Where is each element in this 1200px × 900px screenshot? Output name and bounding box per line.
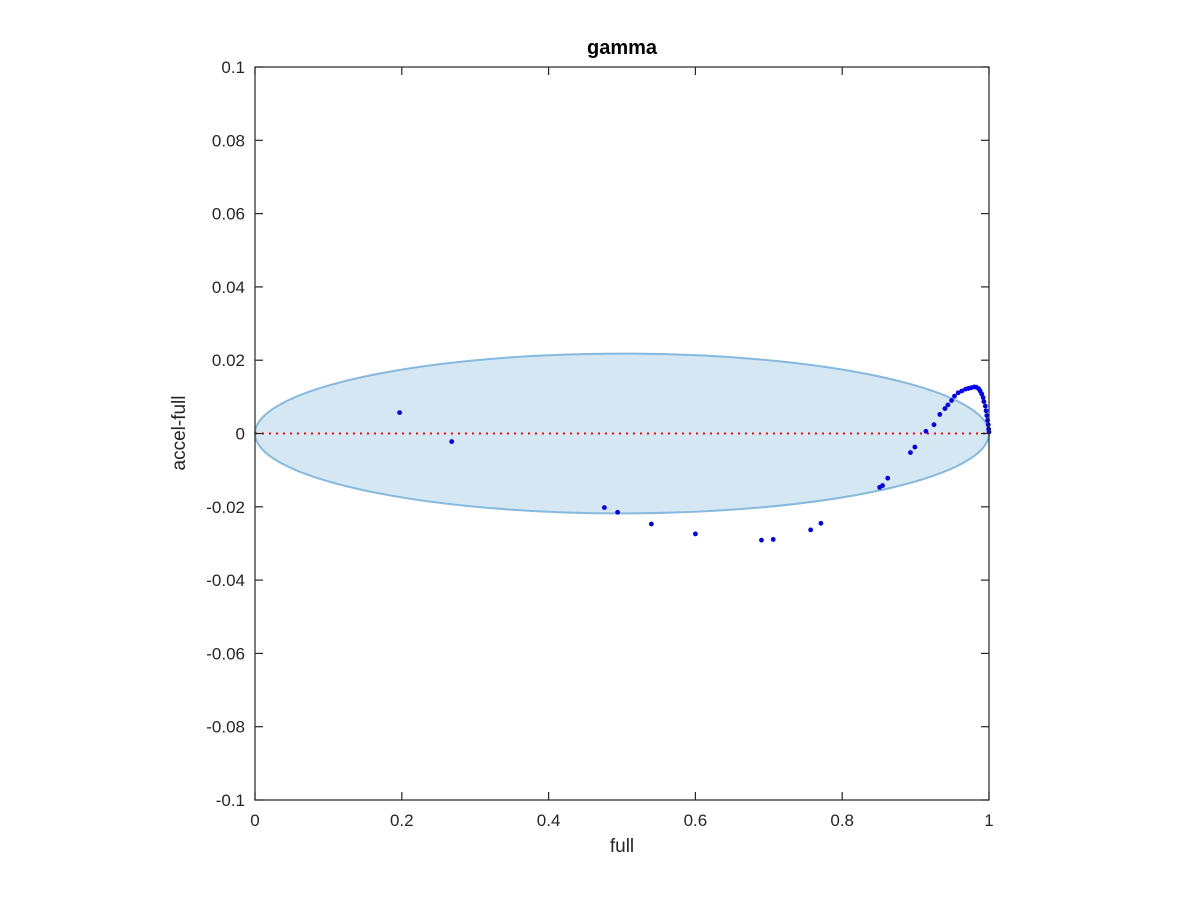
data-point (942, 406, 948, 411)
data-point (908, 450, 913, 455)
y-tick-label: 0.04 (212, 278, 245, 297)
y-tick-label: 0.08 (212, 131, 245, 150)
data-point (952, 393, 957, 399)
y-tick-label: 0.1 (221, 58, 245, 77)
data-point (945, 402, 951, 408)
data-point (983, 408, 989, 414)
data-point (648, 521, 654, 527)
data-point (955, 390, 961, 396)
y-tick-label: -0.04 (206, 571, 245, 590)
data-point (880, 483, 885, 488)
data-point (981, 399, 987, 405)
y-tick-label: -0.1 (216, 791, 245, 810)
data-point (615, 509, 620, 515)
data-point (931, 422, 937, 428)
chart-title: gamma (587, 37, 658, 59)
data-point (985, 422, 991, 428)
data-point (923, 428, 929, 434)
data-point (693, 531, 698, 537)
x-tick-label: 0.8 (830, 811, 854, 830)
y-axis-ticks: -0.1 -0.08 -0.06 -0.04 -0.02 0 0.02 0.04 0.06 0.0… (206, 58, 989, 810)
y-tick-label: -0.08 (206, 718, 245, 737)
data-point (959, 388, 965, 394)
data-point (601, 505, 607, 510)
data-point (984, 413, 990, 418)
data-point (770, 537, 776, 542)
data-point (818, 520, 824, 526)
y-tick-label: 0 (236, 425, 245, 444)
y-tick-label: 0.06 (212, 205, 245, 224)
data-point (979, 391, 985, 397)
x-tick-label: 1 (984, 811, 993, 830)
y-tick-label: -0.02 (206, 498, 245, 517)
y-tick-label: -0.06 (206, 644, 245, 663)
data-points (397, 384, 992, 543)
data-point (937, 412, 943, 417)
data-point (449, 439, 455, 444)
y-axis-label: accel-full (169, 396, 190, 471)
plot-area (254, 66, 992, 801)
x-tick-label: 0.6 (684, 811, 708, 830)
data-point (980, 395, 986, 400)
x-tick-label: 0.4 (537, 811, 561, 830)
x-tick-label: 0 (250, 811, 259, 830)
data-point (982, 403, 988, 409)
data-point (759, 537, 764, 543)
data-point (808, 527, 814, 533)
data-point (397, 410, 402, 416)
data-point (885, 475, 891, 481)
x-axis-ticks: 0 0.2 0.4 0.6 0.8 1 (250, 67, 994, 830)
data-point (949, 398, 954, 403)
data-point (912, 444, 918, 450)
y-tick-label: 0.02 (212, 351, 245, 370)
x-tick-label: 0.2 (390, 811, 414, 830)
x-axis-label: full (610, 836, 634, 857)
